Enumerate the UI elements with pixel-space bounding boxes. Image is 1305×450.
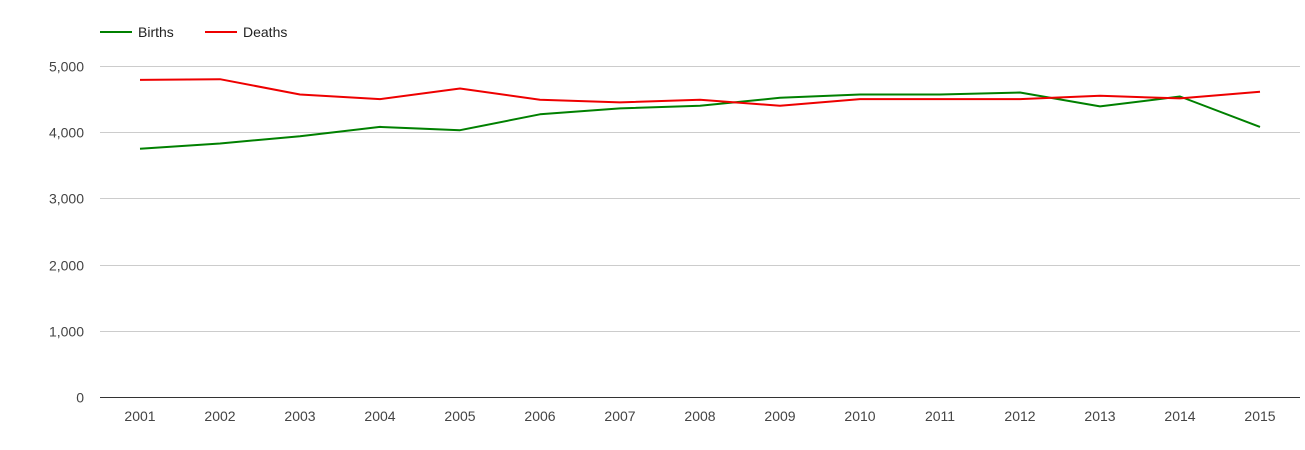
x-tick-label: 2009 <box>764 408 795 424</box>
x-tick-label: 2015 <box>1244 408 1275 424</box>
y-tick-label: 2,000 <box>49 258 84 274</box>
gridlines <box>100 66 1300 398</box>
y-tick-label: 3,000 <box>49 191 84 207</box>
x-tick-label: 2004 <box>364 408 395 424</box>
series-births <box>139 91 1261 150</box>
x-tick-label: 2010 <box>844 408 875 424</box>
x-tick-label: 2003 <box>284 408 315 424</box>
x-axis-ticks: 2001 2002 2003 2004 2005 2006 2007 2008 2009 2010… <box>124 408 1275 424</box>
x-tick-label: 2006 <box>524 408 555 424</box>
x-tick-label: 2007 <box>604 408 635 424</box>
x-tick-label: 2014 <box>1164 408 1195 424</box>
series-lines <box>139 78 1261 150</box>
legend-label: Deaths <box>243 24 287 40</box>
legend-item-deaths[interactable]: Deaths <box>205 24 287 40</box>
y-axis-ticks: 0 1,000 2,000 3,000 4,000 5,000 <box>49 59 84 406</box>
legend-item-births[interactable]: Births <box>100 24 174 40</box>
x-tick-label: 2013 <box>1084 408 1115 424</box>
legend: Births Deaths <box>100 24 287 40</box>
series-line-deaths <box>139 78 1261 107</box>
y-tick-label: 5,000 <box>49 59 84 75</box>
x-tick-label: 2008 <box>684 408 715 424</box>
legend-label: Births <box>138 24 174 40</box>
y-tick-label: 0 <box>76 390 84 406</box>
x-tick-label: 2012 <box>1004 408 1035 424</box>
y-tick-label: 4,000 <box>49 125 84 141</box>
x-tick-label: 2011 <box>925 408 955 424</box>
y-tick-label: 1,000 <box>49 324 84 340</box>
x-tick-label: 2005 <box>444 408 475 424</box>
x-tick-label: 2001 <box>124 408 155 424</box>
x-tick-label: 2002 <box>204 408 235 424</box>
series-deaths <box>139 78 1261 107</box>
series-line-births <box>139 91 1261 150</box>
